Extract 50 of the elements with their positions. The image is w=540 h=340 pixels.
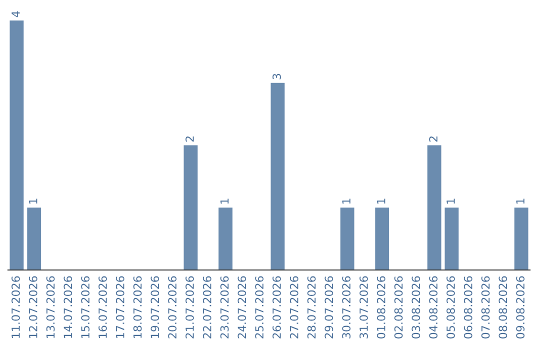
x-tick-label: 16.07.2026 [98, 276, 107, 338]
x-tick-label: 12.07.2026 [28, 276, 38, 338]
bar [10, 20, 24, 270]
bar [375, 208, 390, 270]
data-label: 1 [377, 198, 386, 204]
bar [218, 208, 232, 270]
x-tick-label: 01.08.2026 [376, 276, 386, 338]
data-label: 3 [272, 74, 281, 80]
x-tick-label: 23.07.2026 [220, 276, 229, 338]
bar [514, 208, 528, 270]
x-tick-label: 09.08.2026 [516, 276, 525, 338]
x-tick-label: 18.07.2026 [133, 276, 142, 338]
x-tick-label: 22.07.2026 [202, 276, 212, 338]
data-label: 1 [29, 198, 38, 204]
data-label: 1 [516, 198, 524, 204]
x-tick-label: 05.08.2026 [446, 276, 455, 338]
bar [444, 208, 459, 270]
bar [184, 145, 198, 270]
x-tick-label: 06.08.2026 [464, 276, 472, 338]
x-tick-label: 25.07.2026 [255, 276, 264, 338]
x-tick-label: 17.07.2026 [116, 276, 124, 338]
data-label: 4 [12, 11, 20, 18]
x-tick-label: 27.07.2026 [290, 276, 298, 338]
x-tick-label: 13.07.2026 [46, 276, 55, 338]
x-tick-label: 28.07.2026 [307, 276, 316, 338]
x-tick-label: 24.07.2026 [238, 276, 246, 338]
x-tick-label: 14.07.2026 [64, 276, 72, 338]
data-label: 1 [446, 198, 455, 204]
x-tick-label: 20.07.2026 [168, 276, 177, 338]
x-tick-label: 04.08.2026 [429, 276, 438, 338]
bar [427, 145, 442, 270]
x-tick-label: 02.08.2026 [394, 276, 403, 338]
bar [340, 208, 354, 270]
x-tick-label: 15.07.2026 [81, 276, 90, 338]
x-tick-label: 21.07.2026 [186, 276, 194, 338]
bar [270, 82, 285, 270]
x-tick-label: 31.07.2026 [360, 276, 368, 338]
bar [27, 208, 42, 270]
x-tick-label: 26.07.2026 [272, 276, 281, 338]
data-label: 2 [186, 136, 194, 142]
x-tick-label: 19.07.2026 [150, 276, 160, 338]
x-tick-label: 07.08.2026 [481, 276, 490, 338]
data-label: 1 [220, 198, 229, 204]
x-tick-label: 29.07.2026 [324, 276, 334, 338]
x-tick-label: 11.07.2026 [12, 276, 20, 338]
x-tick-label: 30.07.2026 [342, 276, 351, 338]
x-tick-label: 08.08.2026 [498, 276, 508, 338]
x-tick-label: 03.08.2026 [412, 276, 420, 338]
data-label: 2 [429, 136, 438, 142]
data-label: 1 [342, 198, 350, 204]
